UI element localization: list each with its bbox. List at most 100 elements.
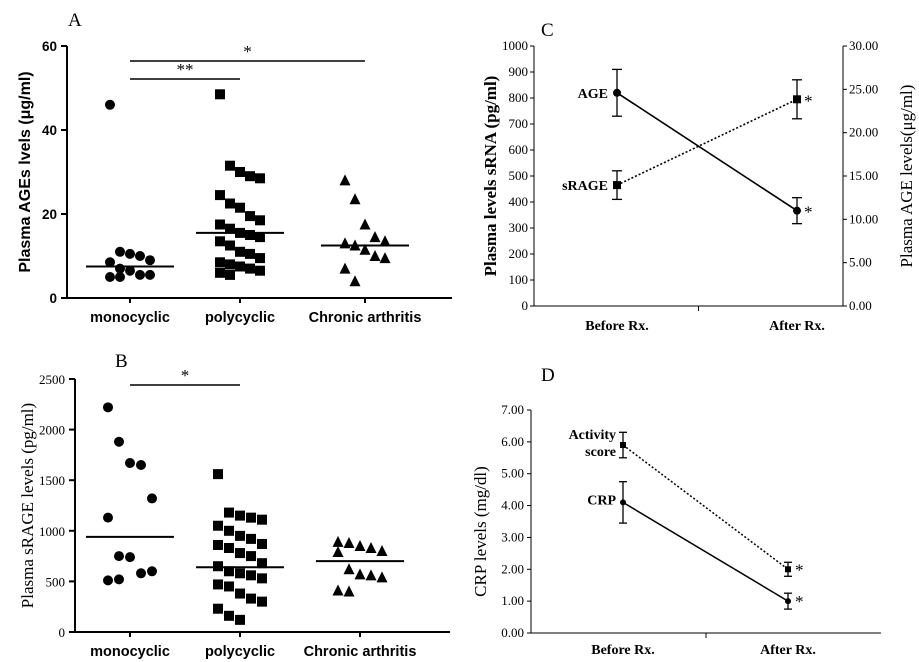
data-point-triangle bbox=[376, 545, 388, 557]
data-point-square bbox=[246, 570, 256, 581]
significance-label: * bbox=[804, 203, 813, 222]
data-point-square bbox=[225, 160, 235, 171]
data-point-circle bbox=[147, 493, 157, 504]
data-point-triangle bbox=[359, 218, 371, 230]
data-point-square bbox=[224, 507, 234, 518]
data-point bbox=[785, 598, 791, 605]
data-point-square bbox=[224, 543, 234, 554]
series-label: sRAGE bbox=[562, 179, 608, 194]
y-left-tick-label: 400 bbox=[509, 194, 529, 209]
x-category-label: Before Rx. bbox=[585, 319, 649, 334]
y-left-tick-label: 900 bbox=[509, 64, 529, 79]
data-point-square bbox=[215, 236, 225, 247]
data-point-triangle bbox=[369, 250, 381, 261]
data-point-square bbox=[225, 240, 235, 251]
data-point-circle bbox=[115, 246, 125, 257]
data-point-square bbox=[257, 514, 267, 525]
y-axis-label: CRP levels (mg/dl) bbox=[471, 466, 490, 597]
significance-label: * bbox=[795, 592, 804, 611]
data-point-circle bbox=[114, 574, 124, 585]
y-tick-label: 3.00 bbox=[501, 529, 524, 544]
data-point-circle bbox=[125, 552, 135, 563]
y-tick-label: 4.00 bbox=[501, 498, 524, 513]
data-point-circle bbox=[103, 575, 113, 586]
x-category-label: monocyclic bbox=[90, 644, 170, 660]
data-point-triangle bbox=[354, 568, 366, 580]
data-point-square bbox=[235, 614, 245, 625]
data-point-square bbox=[235, 530, 245, 541]
data-point-square bbox=[235, 568, 245, 579]
y-left-tick-label: 500 bbox=[509, 168, 529, 183]
data-point-circle bbox=[125, 457, 135, 468]
data-point-triangle bbox=[339, 262, 351, 274]
data-point-triangle bbox=[359, 243, 371, 255]
data-point-square bbox=[246, 512, 256, 523]
data-point bbox=[620, 499, 626, 506]
data-point-triangle bbox=[343, 563, 355, 575]
data-point-triangle bbox=[332, 535, 344, 547]
y-tick-label: 2000 bbox=[39, 423, 65, 438]
data-point-triangle bbox=[343, 585, 355, 597]
data-point-circle bbox=[145, 269, 155, 280]
data-point-square bbox=[235, 548, 245, 559]
data-point-square bbox=[235, 167, 245, 177]
data-point bbox=[793, 95, 801, 104]
y-left-tick-label: 300 bbox=[509, 220, 529, 235]
data-point-circle bbox=[125, 248, 135, 259]
data-point-triangle bbox=[332, 584, 344, 596]
data-point-square bbox=[255, 253, 265, 264]
y-right-tick-label: 0.00 bbox=[849, 298, 872, 313]
data-point-circle bbox=[105, 257, 115, 268]
data-point-square bbox=[255, 232, 265, 243]
data-point-circle bbox=[145, 255, 155, 266]
data-point-square bbox=[213, 561, 223, 572]
y-tick-label: 7.00 bbox=[501, 402, 524, 417]
y-tick-label: 20 bbox=[42, 207, 57, 222]
y-right-tick-label: 15.00 bbox=[849, 168, 878, 183]
data-point-square bbox=[213, 539, 223, 550]
data-point-square bbox=[235, 202, 245, 213]
data-point-square bbox=[215, 89, 225, 100]
data-point-square bbox=[213, 603, 223, 614]
data-point-triangle bbox=[349, 193, 361, 205]
y-right-tick-label: 10.00 bbox=[849, 211, 878, 226]
data-point bbox=[613, 88, 621, 97]
data-point-triangle bbox=[365, 569, 377, 581]
x-category-label: After Rx. bbox=[769, 319, 825, 334]
data-point-square bbox=[257, 538, 267, 549]
data-point-circle bbox=[147, 566, 157, 577]
x-category-label: Chronic arthritis bbox=[309, 310, 422, 326]
data-point-square bbox=[213, 469, 223, 480]
data-point bbox=[793, 206, 801, 215]
data-point-triangle bbox=[354, 539, 366, 551]
y-right-tick-label: 30.00 bbox=[849, 38, 878, 53]
significance-label: * bbox=[795, 560, 804, 579]
data-point-circle bbox=[103, 512, 113, 523]
data-point-circle bbox=[136, 460, 146, 471]
y-left-tick-label: 800 bbox=[509, 90, 529, 105]
x-category-label: Chronic arthritis bbox=[304, 644, 417, 660]
data-point-triangle bbox=[332, 546, 344, 558]
y-tick-label: 5.00 bbox=[501, 466, 524, 481]
data-point-square bbox=[235, 246, 245, 257]
data-point-circle bbox=[114, 551, 124, 562]
data-point-square bbox=[225, 259, 235, 270]
data-point-triangle bbox=[349, 275, 361, 287]
data-point-circle bbox=[136, 568, 146, 579]
y-left-tick-label: 1000 bbox=[502, 38, 528, 53]
y-tick-label: 0.00 bbox=[501, 625, 524, 640]
data-point-square bbox=[246, 551, 256, 562]
significance-label: * bbox=[243, 42, 252, 61]
y-tick-label: 60 bbox=[42, 39, 57, 54]
data-point-square bbox=[245, 248, 255, 259]
data-point-square bbox=[224, 525, 234, 536]
data-point-circle bbox=[135, 251, 145, 261]
data-point-triangle bbox=[369, 231, 381, 243]
series-label: AGE bbox=[578, 87, 608, 102]
x-category-label: Before Rx. bbox=[591, 643, 655, 658]
data-point-square bbox=[246, 593, 256, 604]
data-point-square bbox=[215, 219, 225, 230]
data-point-triangle bbox=[379, 235, 391, 247]
data-point-square bbox=[215, 190, 225, 201]
